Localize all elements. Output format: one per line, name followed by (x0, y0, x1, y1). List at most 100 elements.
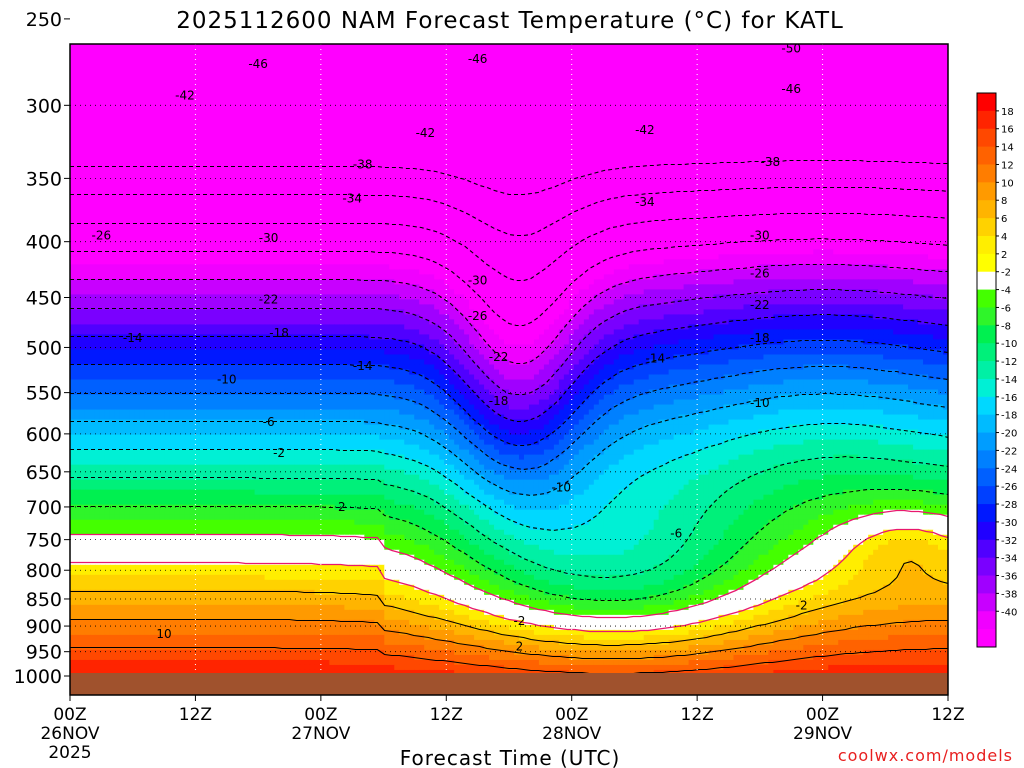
temperature-cell (454, 89, 460, 95)
temperature-cell (260, 99, 266, 105)
temperature-cell (724, 144, 730, 150)
temperature-cell (888, 99, 894, 105)
temperature-cell (334, 149, 340, 155)
temperature-cell (873, 119, 879, 125)
temperature-cell (369, 79, 375, 85)
temperature-cell (225, 44, 231, 50)
temperature-cell (250, 44, 256, 50)
temperature-cell (738, 179, 744, 185)
temperature-cell (125, 64, 131, 70)
temperature-cell (280, 99, 286, 105)
temperature-cell (75, 179, 81, 185)
temperature-cell (125, 109, 131, 115)
temperature-cell (220, 134, 226, 140)
temperature-cell (574, 159, 580, 165)
temperature-cell (694, 114, 700, 120)
temperature-cell (903, 124, 909, 130)
temperature-cell (604, 64, 610, 70)
temperature-cell (604, 104, 610, 110)
temperature-cell (534, 69, 540, 75)
temperature-cell (120, 64, 126, 70)
temperature-cell (714, 79, 720, 85)
temperature-cell (609, 114, 615, 120)
temperature-cell (808, 119, 814, 125)
temperature-cell (504, 59, 510, 65)
temperature-cell (684, 119, 690, 125)
temperature-cell (644, 144, 650, 150)
temperature-cell (574, 129, 580, 135)
temperature-cell (115, 154, 121, 160)
temperature-cell (479, 154, 485, 160)
temperature-cell (714, 164, 720, 170)
temperature-cell (534, 79, 540, 85)
temperature-cell (878, 144, 884, 150)
temperature-cell (409, 84, 415, 90)
temperature-cell (434, 154, 440, 160)
temperature-cell (334, 124, 340, 130)
temperature-cell (499, 44, 505, 50)
temperature-cell (414, 74, 420, 80)
temperature-cell (669, 99, 675, 105)
temperature-cell (908, 99, 914, 105)
temperature-cell (599, 129, 605, 135)
temperature-cell (614, 114, 620, 120)
temperature-cell (424, 74, 430, 80)
temperature-cell (634, 169, 640, 175)
temperature-cell (933, 169, 939, 175)
temperature-cell (584, 89, 590, 95)
temperature-cell (275, 129, 281, 135)
temperature-cell (285, 79, 291, 85)
temperature-cell (589, 164, 595, 170)
temperature-cell (225, 149, 231, 155)
temperature-cell (694, 164, 700, 170)
temperature-cell (838, 94, 844, 100)
temperature-cell (873, 169, 879, 175)
temperature-cell (619, 164, 625, 170)
temperature-cell (838, 64, 844, 70)
temperature-cell (449, 144, 455, 150)
temperature-cell (738, 124, 744, 130)
temperature-cell (893, 59, 899, 65)
temperature-cell (489, 54, 495, 60)
temperature-cell (778, 174, 784, 180)
temperature-cell (733, 84, 739, 90)
temperature-cell (225, 124, 231, 130)
temperature-cell (135, 149, 141, 155)
temperature-cell (634, 104, 640, 110)
temperature-cell (155, 79, 161, 85)
temperature-cell (359, 89, 365, 95)
temperature-cell (454, 109, 460, 115)
temperature-cell (719, 119, 725, 125)
temperature-cell (689, 124, 695, 130)
temperature-cell (873, 99, 879, 105)
temperature-cell (719, 169, 725, 175)
temperature-cell (260, 114, 266, 120)
temperature-cell (439, 154, 445, 160)
temperature-cell (245, 159, 251, 165)
temperature-cell (210, 169, 216, 175)
temperature-cell (584, 124, 590, 130)
temperature-cell (923, 69, 929, 75)
temperature-cell (250, 89, 256, 95)
temperature-cell (838, 179, 844, 185)
temperature-cell (100, 144, 106, 150)
temperature-cell (654, 99, 660, 105)
temperature-cell (364, 49, 370, 55)
temperature-cell (539, 74, 545, 80)
temperature-cell (933, 149, 939, 155)
temperature-cell (314, 169, 320, 175)
temperature-cell (329, 139, 335, 145)
temperature-cell (115, 109, 121, 115)
temperature-cell (619, 174, 625, 180)
temperature-cell (200, 159, 206, 165)
temperature-cell (574, 49, 580, 55)
temperature-cell (868, 154, 874, 160)
temperature-cell (449, 109, 455, 115)
temperature-cell (908, 44, 914, 50)
temperature-cell (564, 169, 570, 175)
temperature-cell (858, 54, 864, 60)
temperature-cell (469, 104, 475, 110)
temperature-cell (544, 84, 550, 90)
temperature-cell (714, 139, 720, 145)
temperature-cell (110, 64, 116, 70)
